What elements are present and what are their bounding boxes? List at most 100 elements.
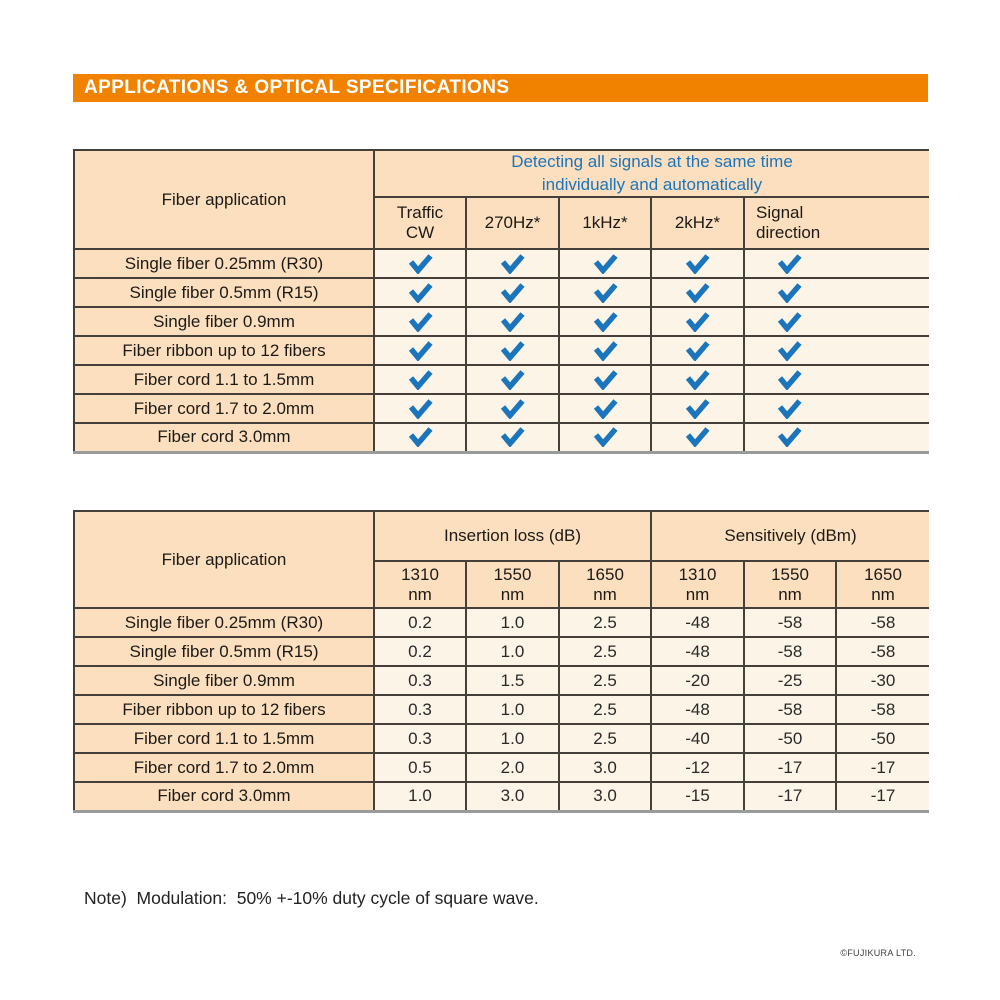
value-cell: 2.5 [557,607,653,638]
check-icon [777,427,802,448]
check-cell [465,422,560,454]
fiber-row-label: Fiber ribbon up to 12 fibers [73,694,375,725]
check-icon [777,369,802,390]
value-cell: -48 [650,607,746,638]
fiber-row-label: Single fiber 0.25mm (R30) [73,607,375,638]
check-cell [558,364,652,395]
check-icon [593,311,618,332]
table-row: Fiber ribbon up to 12 fibers [73,335,930,366]
table-row: Fiber cord 1.7 to 2.0mm 0.5 2.0 3.0 -12 -17 -1… [73,752,930,783]
check-icon [685,398,710,419]
fiber-row-label: Single fiber 0.9mm [73,665,375,696]
check-cell [558,248,652,279]
value-cell: 1.0 [465,636,560,667]
value-cell: 1.0 [465,694,560,725]
insertion-loss-group-header: Insertion loss (dB) [372,510,653,562]
value-cell: 0.2 [373,607,467,638]
copyright-text: ©FUJIKURA LTD. [840,948,916,958]
check-icon [593,427,618,448]
fiber-application-header-2: Fiber application [73,510,375,609]
fiber-row-label: Fiber cord 1.7 to 2.0mm [73,393,375,424]
optical-specs-table: Fiber application Insertion loss (dB) Se… [73,510,930,813]
check-cell [742,335,930,366]
check-cell [373,364,467,395]
check-cell [742,306,930,337]
check-cell [650,364,745,395]
check-cell [650,277,745,308]
fiber-row-label: Fiber cord 3.0mm [73,422,375,454]
table-row: Fiber ribbon up to 12 fibers 0.3 1.0 2.5 -48… [73,694,930,725]
fiber-row-label: Fiber cord 3.0mm [73,781,375,813]
fiber-row-label: Single fiber 0.9mm [73,306,375,337]
check-cell [465,364,560,395]
t1-column-header-0: Traffic CW [373,196,467,250]
check-icon [685,369,710,390]
check-cell [373,277,467,308]
check-icon [408,398,433,419]
check-icon [685,340,710,361]
t1-column-header-3: 2kHz* [650,196,745,250]
value-cell: 2.0 [465,752,560,783]
table-row: Single fiber 0.5mm (R15) 0.2 1.0 2.5 -48 -58-… [73,636,930,667]
table-row: Fiber cord 1.1 to 1.5mm 0.3 1.0 2.5 -40 -50 -5… [73,723,930,754]
applications-table: Fiber application Detecting all signals … [73,149,930,454]
check-cell [742,422,930,454]
check-icon [777,340,802,361]
value-cell: -58 [743,694,838,725]
check-icon [777,282,802,303]
value-cell: 0.3 [373,665,467,696]
value-cell: 1.0 [373,781,467,813]
t2-column-header-5: 1650 nm [835,560,930,609]
table-row: Fiber cord 3.0mm [73,422,930,454]
note-text: Note) Modulation: 50% +-10% duty cycle o… [84,888,539,908]
check-icon [593,282,618,303]
check-icon [500,253,525,274]
value-cell: -30 [835,665,930,696]
check-cell [650,335,745,366]
t1-column-header-4: Signal direction [742,196,930,250]
check-icon [685,427,710,448]
page-title: APPLICATIONS & OPTICAL SPECIFICATIONS [84,77,510,98]
value-cell: -17 [835,781,930,813]
check-cell [650,393,745,424]
value-cell: -25 [743,665,838,696]
table-row: Single fiber 0.9mm [73,306,930,337]
value-cell: -48 [650,636,746,667]
t2-column-header-1: 1550 nm [465,560,560,609]
value-cell: -58 [835,607,930,638]
check-icon [408,282,433,303]
value-cell: 1.0 [465,607,560,638]
table-row: Single fiber 0.5mm (R15) [73,277,930,308]
value-cell: 3.0 [557,752,653,783]
check-cell [465,335,560,366]
check-cell [373,422,467,454]
check-cell [373,335,467,366]
check-icon [408,369,433,390]
check-icon [500,369,525,390]
check-cell [650,422,745,454]
detecting-group-header: Detecting all signals at the same time i… [372,149,930,198]
check-cell [558,277,652,308]
value-cell: -20 [650,665,746,696]
value-cell: -58 [743,636,838,667]
value-cell: -12 [650,752,746,783]
fiber-row-label: Fiber cord 1.7 to 2.0mm [73,752,375,783]
check-cell [558,393,652,424]
check-icon [685,311,710,332]
check-icon [500,311,525,332]
check-icon [500,427,525,448]
check-icon [500,282,525,303]
value-cell: 0.5 [373,752,467,783]
value-cell: 2.5 [557,636,653,667]
check-cell [742,364,930,395]
value-cell: 0.2 [373,636,467,667]
check-cell [558,306,652,337]
value-cell: 2.5 [557,694,653,725]
check-cell [742,277,930,308]
value-cell: -17 [743,781,838,813]
value-cell: 0.3 [373,694,467,725]
check-icon [408,427,433,448]
table-row: Single fiber 0.9mm 0.3 1.5 2.5 -20 -25 -30 [73,665,930,696]
check-cell [742,248,930,279]
check-icon [593,398,618,419]
